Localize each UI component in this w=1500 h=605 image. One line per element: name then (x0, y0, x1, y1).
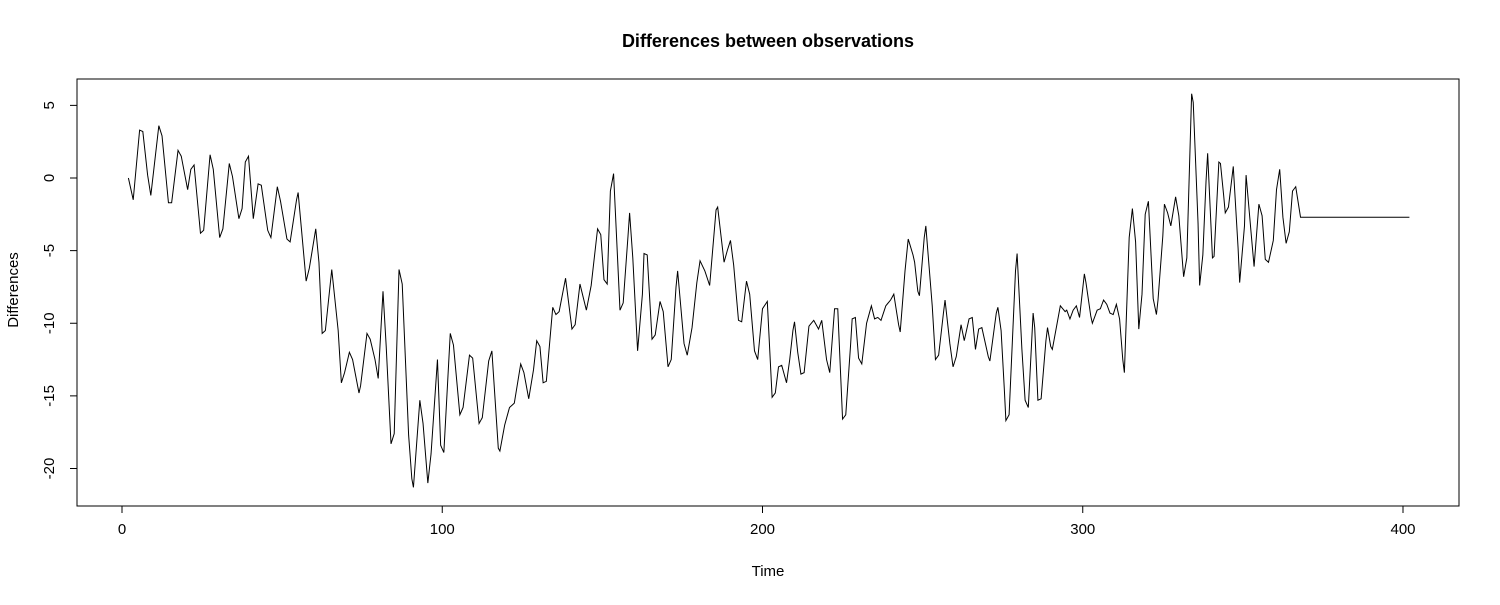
y-tick-label: 5 (41, 101, 58, 109)
chart-title: Differences between observations (622, 31, 914, 51)
x-axis-label: Time (752, 563, 785, 580)
y-axis-label: Differences (5, 252, 22, 328)
series-line (127, 93, 1410, 488)
x-tick-label: 0 (118, 521, 126, 538)
x-tick-label: 100 (430, 521, 455, 538)
x-tick-label: 300 (1070, 521, 1095, 538)
y-axis: 5 0 -5 -10 -15 -20 (41, 101, 78, 480)
x-tick-label: 400 (1390, 521, 1415, 538)
y-tick-label: -15 (41, 385, 58, 407)
plot-frame (76, 78, 1460, 507)
x-tick-label: 200 (750, 521, 775, 538)
y-tick-label: 0 (41, 174, 58, 182)
x-axis: 0 100 200 300 400 (118, 505, 1416, 538)
y-tick-label: -20 (41, 458, 58, 480)
y-tick-label: -5 (41, 244, 58, 257)
y-tick-label: -10 (41, 312, 58, 334)
